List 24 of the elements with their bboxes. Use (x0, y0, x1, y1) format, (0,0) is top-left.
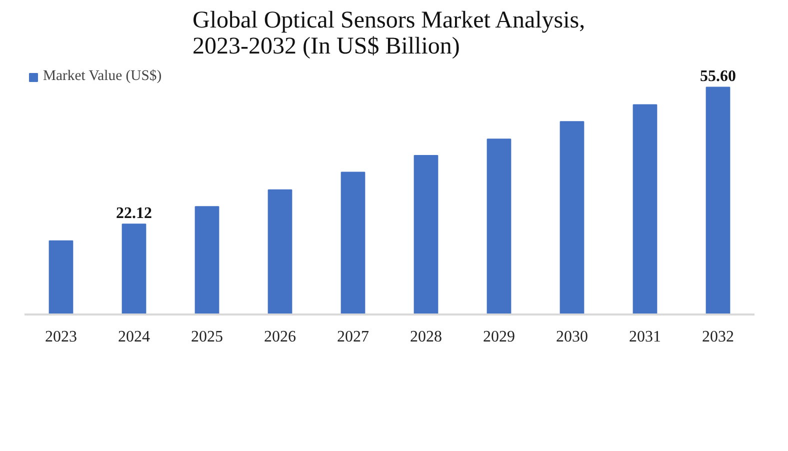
data-label: 22.12 (116, 205, 152, 222)
bar (268, 189, 292, 314)
x-tick-label: 2026 (264, 328, 296, 346)
x-tick-label: 2032 (702, 328, 734, 346)
bar (560, 121, 584, 314)
x-tick-label: 2024 (118, 328, 150, 346)
bar (632, 104, 658, 314)
x-tick-label: 2030 (556, 328, 588, 346)
legend-label: Market Value (US$) (43, 68, 162, 85)
bar (122, 224, 146, 314)
bar (194, 206, 220, 314)
bar (706, 86, 730, 314)
bar (340, 172, 366, 314)
bar (414, 154, 438, 314)
x-tick-label: 2023 (45, 328, 77, 346)
x-tick-label: 2027 (337, 328, 369, 346)
bar (48, 240, 74, 314)
x-tick-label: 2025 (191, 328, 223, 346)
x-tick-label: 2029 (483, 328, 515, 346)
data-label: 55.60 (700, 68, 736, 86)
x-tick-label: 2028 (410, 328, 442, 346)
chart-title: Global Optical Sensors Market Analysis, 2023-2032 (In US$ Billion) (192, 8, 586, 60)
x-tick-label: 2031 (629, 328, 661, 346)
bar (486, 138, 512, 314)
